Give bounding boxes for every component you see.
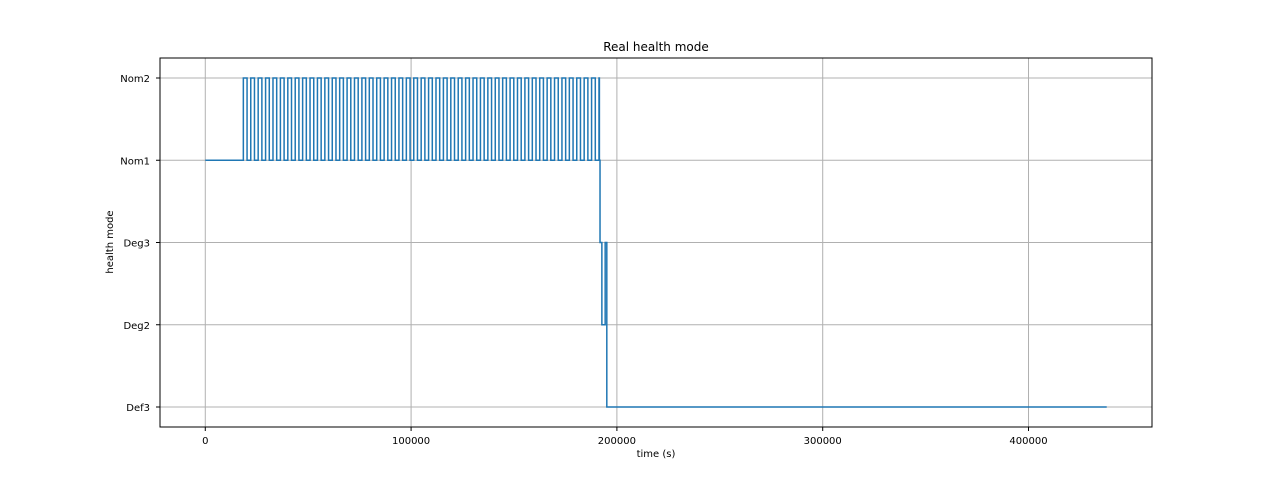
y-tick-label: Def3 <box>126 403 150 414</box>
x-tick-label: 300000 <box>804 436 842 447</box>
x-tick-label: 200000 <box>598 436 636 447</box>
chart-title: Real health mode <box>603 40 709 54</box>
y-tick-label: Deg2 <box>123 321 150 332</box>
x-tick-label: 400000 <box>1009 436 1047 447</box>
y-tick-label: Nom1 <box>120 156 150 167</box>
y-axis-label: health mode <box>105 210 116 273</box>
y-axis: Def3 Deg2 Deg3 Nom1 Nom2 <box>120 74 160 414</box>
y-tick-label: Deg3 <box>123 239 150 250</box>
x-axis-label: time (s) <box>637 449 676 460</box>
series-group <box>205 77 1107 408</box>
x-tick-label: 100000 <box>392 436 430 447</box>
x-tick-label: 0 <box>202 436 208 447</box>
x-axis: 0 100000 200000 300000 400000 <box>202 427 1048 447</box>
y-tick-label: Nom2 <box>120 74 150 85</box>
series-line <box>205 77 1107 408</box>
